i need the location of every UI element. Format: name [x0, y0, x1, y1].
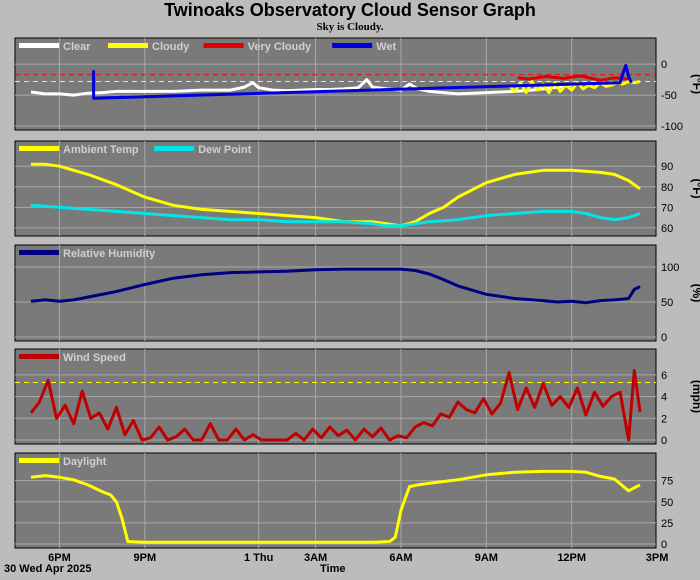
- legend-label: Dew Point: [198, 144, 252, 156]
- y-axis-label: (%): [690, 284, 700, 303]
- legend-label: Very Cloudy: [248, 41, 312, 53]
- legend-label: Clear: [63, 41, 91, 53]
- series-line-very-cloudy: [517, 74, 629, 82]
- legend-swatch: [19, 354, 59, 359]
- humidity-chart: 100 50 0 Relative Humidity (%): [14, 244, 700, 344]
- legend-swatch: [19, 146, 59, 151]
- y-tick-label: 80: [661, 182, 673, 194]
- x-axis-title: Time: [320, 563, 346, 575]
- y-tick-label: 60: [661, 223, 673, 235]
- x-tick-label: 6PM: [48, 552, 71, 564]
- legend-label: Wet: [376, 41, 396, 53]
- sky-chart: 0 -50 -100 Clear Cloudy Very Cloudy Wet (°F): [14, 37, 700, 133]
- y-tick-label: 0: [661, 435, 667, 447]
- y-tick-label: 100: [661, 262, 679, 274]
- series-line-clear: [30, 78, 572, 97]
- x-tick-label: 9AM: [475, 552, 498, 564]
- x-tick-label: 6AM: [389, 552, 412, 564]
- legend-label: Daylight: [63, 456, 107, 468]
- legend-label: Ambient Temp: [63, 144, 139, 156]
- x-tick-label: 12PM: [557, 552, 586, 564]
- x-tick-label: 3AM: [304, 552, 327, 564]
- temperature-chart: 90 80 70 60 Ambient Temp Dew Point (°F): [14, 140, 700, 237]
- series-line-dew-point: [30, 203, 641, 228]
- y-tick-label: 50: [661, 297, 673, 309]
- y-axis-label: (mph): [690, 380, 700, 413]
- legend-swatch: [19, 250, 59, 255]
- legend-label: Cloudy: [152, 41, 190, 53]
- series-line-daylight: [30, 469, 641, 544]
- y-tick-label: 25: [661, 518, 673, 530]
- y-tick-label: 4: [661, 392, 667, 404]
- legend-swatch: [19, 458, 59, 463]
- y-tick-label: -50: [661, 90, 677, 102]
- y-tick-label: 90: [661, 161, 673, 173]
- series-line-ambient-temp: [31, 162, 641, 228]
- series-line-wind-speed: [29, 369, 642, 442]
- y-tick-label: 6: [661, 370, 667, 382]
- y-tick-label: -100: [661, 121, 683, 133]
- y-tick-label: 0: [661, 59, 667, 71]
- series-line-relative-humidity: [30, 267, 641, 305]
- legend-label: Wind Speed: [63, 352, 126, 364]
- y-tick-label: 0: [661, 332, 667, 344]
- y-tick-label: 50: [661, 497, 673, 509]
- x-tick-label: 9PM: [134, 552, 157, 564]
- date-label: 30 Wed Apr 2025: [4, 563, 92, 575]
- y-tick-label: 2: [661, 413, 667, 425]
- y-axis-label: (°F): [690, 178, 700, 198]
- daylight-chart: 75 50 25 0 Daylight 6PM 9PM 1 Thu 3AM 6AM 9AM 12PM 3…: [14, 452, 673, 564]
- legend-swatch: [203, 43, 244, 48]
- wind-chart: 6 4 2 0 Wind Speed (mph): [14, 348, 700, 447]
- legend-swatch: [332, 43, 373, 48]
- legend-swatch: [19, 43, 59, 48]
- plot-area: [14, 244, 657, 342]
- sky-status: Sky is Cloudy.: [316, 21, 384, 33]
- page-title: Twinoaks Observatory Cloud Sensor Graph: [164, 0, 536, 20]
- legend-swatch: [108, 43, 148, 48]
- x-tick-label: 1 Thu: [244, 552, 273, 564]
- legend-swatch: [154, 146, 195, 151]
- y-tick-label: 70: [661, 202, 673, 214]
- y-axis-label: (°F): [690, 74, 700, 94]
- plot-area: [14, 452, 657, 549]
- x-tick-label: 3PM: [646, 552, 669, 564]
- legend-label: Relative Humidity: [63, 248, 156, 260]
- y-tick-label: 0: [661, 539, 667, 551]
- series-line-wet: [92, 63, 633, 100]
- y-tick-label: 75: [661, 476, 673, 488]
